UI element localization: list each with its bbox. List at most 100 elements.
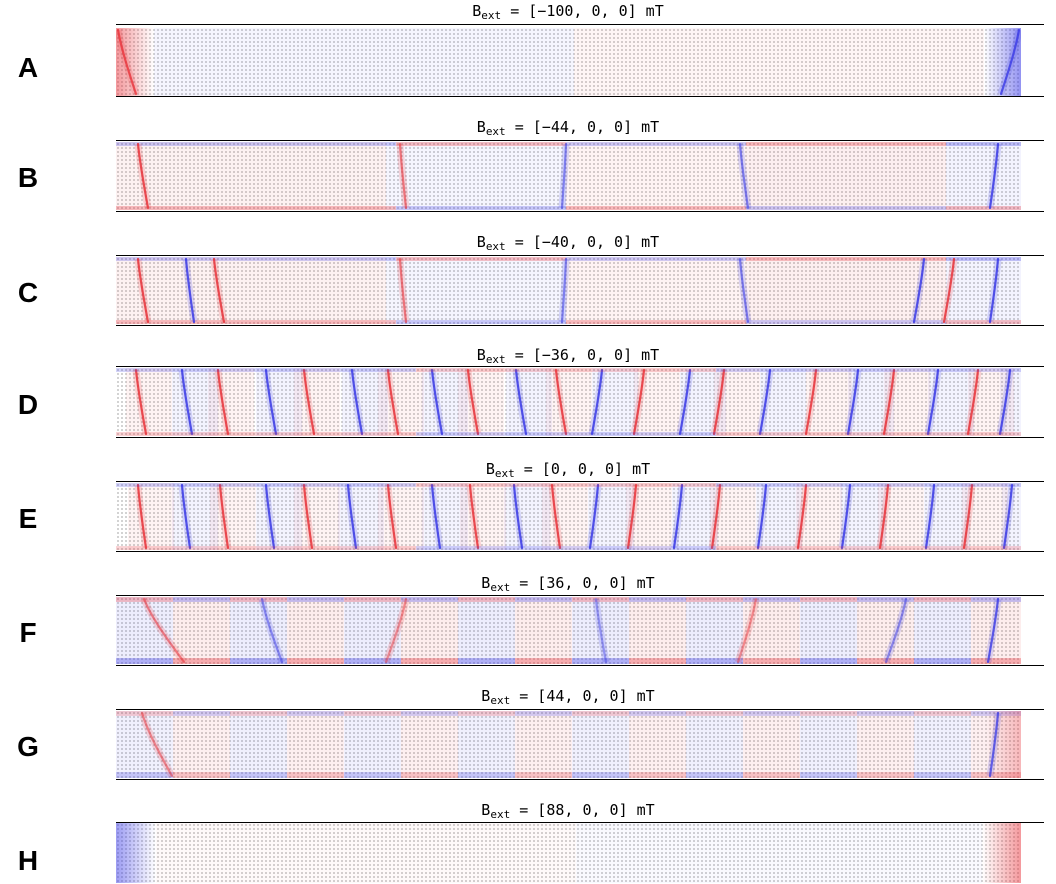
edge-band (344, 597, 401, 602)
domain-tint (588, 483, 634, 550)
edge-band (629, 711, 686, 716)
domain-wall (398, 142, 408, 210)
domain-pattern (116, 142, 1021, 210)
domain-wall-glow (384, 484, 400, 549)
domain-wall-glow (258, 598, 286, 664)
edge-band (746, 320, 946, 324)
domain-wall-glow (924, 369, 942, 435)
domain-tint (126, 368, 172, 436)
domain-tint (515, 597, 572, 664)
domain-pattern (116, 483, 1021, 550)
edge-band (686, 658, 743, 664)
edge-band (344, 658, 401, 664)
domain-wall-glow (802, 369, 820, 435)
edge-band (173, 658, 230, 664)
edge-band (344, 711, 401, 716)
domain-tint (626, 483, 672, 550)
domain-tint (128, 483, 174, 550)
domain-tint (566, 257, 746, 324)
domain-wall-glow (624, 484, 640, 549)
field-subscript: ext (485, 240, 506, 253)
domain-wall-glow (428, 484, 444, 549)
edge-band (716, 483, 1021, 487)
domain-wall-glow (344, 484, 360, 549)
domain-tint (878, 483, 924, 550)
field-subscript: ext (490, 581, 511, 594)
field-symbol: B (472, 2, 482, 20)
domain-wall (430, 483, 442, 550)
domain-wall (942, 257, 956, 324)
field-subscript: ext (485, 353, 506, 366)
domain-tint (629, 711, 686, 778)
domain-tint (116, 142, 386, 210)
domain-wall-glow (558, 258, 570, 323)
edge-band (857, 772, 914, 778)
domain-wall (512, 483, 524, 550)
domain-tint (542, 483, 588, 550)
domain-tint (116, 711, 173, 778)
edge-band (686, 597, 743, 602)
top-rule (116, 140, 1044, 141)
edge-band (116, 711, 173, 716)
domain-tint (806, 368, 852, 436)
domain-wall-glow (844, 369, 862, 435)
edge-band (287, 597, 344, 602)
domain-tint (756, 483, 802, 550)
domain-tint (506, 368, 552, 436)
edge-band (230, 597, 287, 602)
domain-wall-glow (466, 484, 482, 549)
domain-tint (294, 368, 340, 436)
domain-tint (154, 28, 574, 96)
edge-band (946, 142, 1021, 146)
edge-band (116, 142, 396, 146)
domain-wall (999, 28, 1021, 96)
domain-wall (926, 368, 940, 436)
edge-band (914, 597, 971, 602)
edge-band (746, 142, 946, 146)
edge-band (416, 432, 716, 436)
panel-letter: F (19, 617, 37, 648)
domain-wall (180, 368, 194, 436)
panel-letter: B (17, 162, 39, 193)
edge-band (746, 206, 946, 210)
magnetization-map (116, 597, 1021, 664)
domain-tint (746, 257, 946, 324)
domain-wall-glow (182, 258, 198, 323)
edge-band (716, 546, 1021, 550)
domain-wall (966, 368, 980, 436)
domain-wall (846, 368, 860, 436)
domain-wall (986, 597, 1000, 664)
edge-band (971, 772, 1021, 778)
panel-title: Bext = [−36, 0, 0] mT (116, 346, 1020, 366)
domain-tint (848, 368, 894, 436)
domain-wall-glow (996, 369, 1014, 435)
panel-title: Bext = [−100, 0, 0] mT (116, 2, 1020, 22)
field-value: = [−100, 0, 0] mT (501, 2, 664, 20)
domain-tint (173, 597, 230, 664)
domain-wall-glow (384, 369, 402, 435)
domain-wall-glow (794, 484, 810, 549)
end-domain (984, 28, 1021, 96)
panel-title: Bext = [44, 0, 0] mT (116, 687, 1020, 707)
edge-band (396, 142, 566, 146)
domain-tint (686, 711, 743, 778)
end-domain (116, 823, 156, 883)
domain-tint (256, 368, 302, 436)
domain-tint (342, 368, 388, 436)
domain-tint (458, 597, 515, 664)
domain-wall (1002, 483, 1014, 550)
domain-tint (230, 597, 287, 664)
domain-wall (878, 483, 890, 550)
domain-tint (378, 483, 424, 550)
domain-wall-glow (548, 484, 564, 549)
domain-tint (629, 597, 686, 664)
edge-band (116, 368, 416, 372)
domain-wall (998, 368, 1012, 436)
domain-tint (971, 711, 1021, 778)
domain-wall (560, 257, 568, 324)
magnetization-map (116, 483, 1021, 550)
domain-tint (422, 368, 468, 436)
domain-tint (576, 823, 982, 883)
